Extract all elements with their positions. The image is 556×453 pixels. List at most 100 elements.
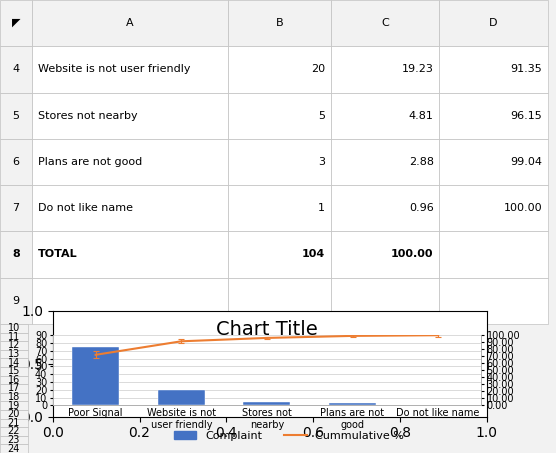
Text: 7: 7	[13, 203, 19, 213]
Bar	[439, 0, 548, 46]
Bar	[32, 46, 228, 92]
Text: 24: 24	[8, 443, 20, 453]
Bar	[439, 92, 548, 139]
Bar	[32, 92, 228, 139]
Text: 19.23: 19.23	[402, 64, 434, 74]
Bar	[331, 139, 439, 185]
Bar	[244, 401, 290, 405]
Bar	[331, 278, 439, 324]
Bar	[32, 0, 228, 46]
Text: 8: 8	[12, 250, 20, 260]
Bar	[228, 185, 331, 231]
Text: ◤: ◤	[12, 18, 21, 28]
Text: 12: 12	[8, 340, 20, 351]
Bar	[0, 341, 28, 350]
Bar	[0, 384, 28, 393]
Text: 1: 1	[318, 203, 325, 213]
Bar	[228, 139, 331, 185]
Text: 100.00: 100.00	[504, 203, 542, 213]
Bar	[228, 231, 331, 278]
Text: TOTAL: TOTAL	[38, 250, 77, 260]
Bar	[32, 278, 228, 324]
Text: 5: 5	[318, 111, 325, 120]
Bar	[331, 92, 439, 139]
Text: 16: 16	[8, 375, 20, 385]
Text: 14: 14	[8, 357, 20, 368]
Bar	[0, 393, 28, 401]
Text: Website is not user friendly: Website is not user friendly	[38, 64, 190, 74]
Text: Stores not nearby: Stores not nearby	[38, 111, 137, 120]
Text: 91.35: 91.35	[510, 64, 542, 74]
Text: 99.04: 99.04	[510, 157, 542, 167]
Text: 19: 19	[8, 400, 20, 411]
Text: 104: 104	[302, 250, 325, 260]
Bar	[0, 358, 28, 367]
Text: 10: 10	[8, 323, 20, 333]
Bar	[0, 436, 28, 444]
Text: B: B	[276, 18, 283, 28]
Text: 21: 21	[8, 418, 20, 428]
Bar	[331, 0, 439, 46]
Text: 100.00: 100.00	[391, 250, 434, 260]
Legend: Complaint, Cummulative %: Complaint, Cummulative %	[170, 426, 409, 445]
Bar	[331, 46, 439, 92]
Text: C: C	[381, 18, 389, 28]
Bar	[0, 46, 32, 92]
Text: 17: 17	[8, 383, 20, 394]
Bar	[228, 278, 331, 324]
Text: Do not like name: Do not like name	[38, 203, 133, 213]
Bar	[0, 401, 28, 410]
Bar	[0, 0, 32, 46]
Bar	[439, 46, 548, 92]
Text: 15: 15	[8, 366, 20, 376]
Bar	[0, 376, 28, 384]
Text: 3: 3	[318, 157, 325, 167]
Bar	[72, 347, 119, 405]
Text: 4: 4	[13, 64, 19, 74]
Bar	[331, 185, 439, 231]
Bar	[439, 185, 548, 231]
Bar	[32, 185, 228, 231]
Bar	[0, 410, 28, 419]
Bar	[331, 231, 439, 278]
Text: 20: 20	[311, 64, 325, 74]
Text: Chart Title: Chart Title	[216, 320, 318, 338]
Bar	[0, 333, 28, 341]
Bar	[0, 324, 28, 333]
Text: 6: 6	[13, 157, 19, 167]
Bar	[0, 444, 28, 453]
Text: 9: 9	[13, 296, 19, 306]
Bar	[439, 231, 548, 278]
Text: 23: 23	[8, 435, 20, 445]
Bar	[0, 92, 32, 139]
Bar	[439, 139, 548, 185]
Text: 20: 20	[8, 409, 20, 419]
Bar	[439, 278, 548, 324]
Text: 0.96: 0.96	[409, 203, 434, 213]
Text: 13: 13	[8, 349, 20, 359]
Text: 22: 22	[8, 426, 20, 437]
Bar	[0, 185, 32, 231]
Bar	[329, 403, 376, 405]
Text: 18: 18	[8, 392, 20, 402]
Bar	[0, 367, 28, 376]
Bar	[0, 427, 28, 436]
Bar	[228, 0, 331, 46]
Text: Plans are not good: Plans are not good	[38, 157, 142, 167]
Bar	[0, 278, 32, 324]
Bar	[0, 231, 32, 278]
Bar	[158, 390, 205, 405]
Bar	[32, 231, 228, 278]
Text: 11: 11	[8, 332, 20, 342]
Bar	[0, 139, 32, 185]
Text: 2.88: 2.88	[409, 157, 434, 167]
Text: 96.15: 96.15	[510, 111, 542, 120]
Bar	[228, 92, 331, 139]
Bar	[0, 350, 28, 358]
Text: 4.81: 4.81	[409, 111, 434, 120]
Bar	[228, 46, 331, 92]
Bar	[32, 139, 228, 185]
Text: A: A	[126, 18, 134, 28]
Text: D: D	[489, 18, 498, 28]
Bar	[0, 419, 28, 427]
